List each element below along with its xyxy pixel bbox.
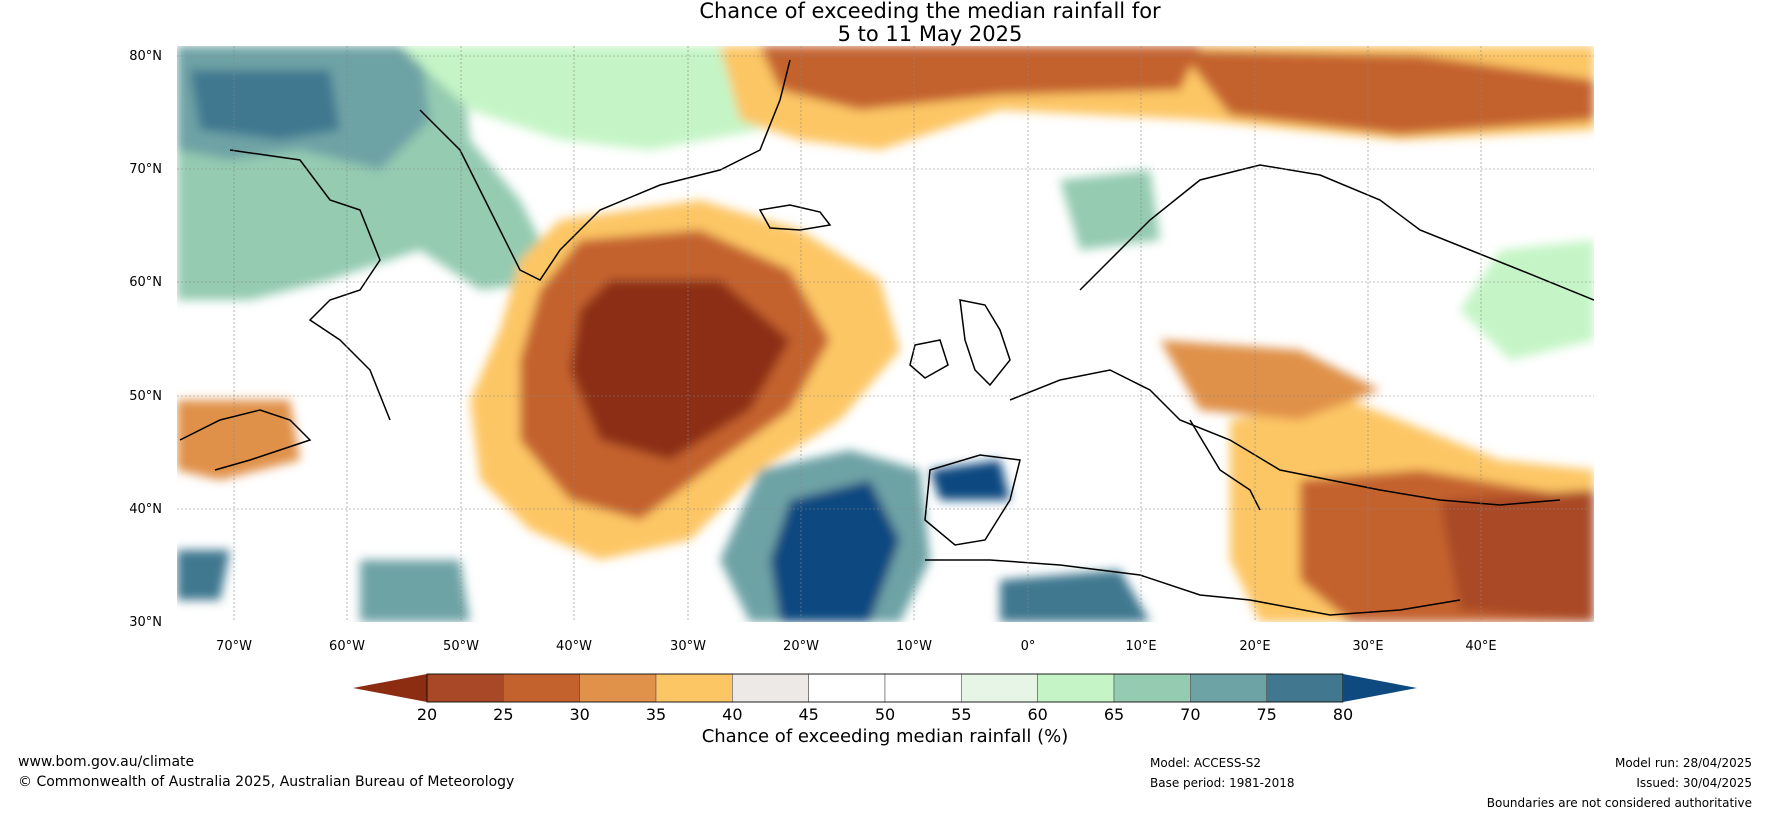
colorbar-tick-label: 80: [1333, 705, 1353, 724]
wet-region-iberia: [930, 460, 1010, 500]
very-dry-arctic: [760, 46, 1200, 110]
graticule: [177, 46, 1594, 622]
colorbar-swatch: [1266, 673, 1344, 703]
coastline-north-africa: [925, 559, 1461, 616]
lon-label-40w: 40°W: [556, 639, 592, 654]
lat-label-50: 50°N: [129, 389, 162, 404]
wet-region-north: [400, 46, 780, 150]
coastline-baffin: [229, 149, 391, 421]
coastline-iberia: [924, 454, 1021, 546]
base-period-text: Base period: 1981-2018: [1150, 776, 1295, 790]
colorbar-over-arrow: [1343, 674, 1417, 702]
colorbar: 20 25 30 35 40 45 50 55 60 65 70 75 80: [353, 673, 1417, 724]
lon-label-50w: 50°W: [443, 639, 479, 654]
lat-label-30: 30°N: [129, 615, 162, 630]
issued-text: Issued: 30/04/2025: [1636, 776, 1752, 790]
colorbar-swatch: [1113, 673, 1191, 703]
wet-region-russia: [1460, 240, 1594, 360]
colorbar-tick-label: 65: [1104, 705, 1124, 724]
dry-region-central-europe: [1160, 340, 1380, 420]
coastline-greenland: [419, 59, 791, 281]
lon-label-20w: 20°W: [783, 639, 819, 654]
colorbar-ticks: 20 25 30 35 40 45 50 55 60 65 70 75 80: [417, 705, 1353, 724]
driest-middle-east: [1440, 490, 1594, 622]
coastline-ireland: [909, 339, 949, 379]
colorbar-tick-label: 35: [646, 705, 666, 724]
lat-label-60: 60°N: [129, 275, 162, 290]
wet-region-scandinavia: [1060, 170, 1160, 250]
colorbar-swatches: [426, 673, 1344, 703]
colorbar-under-arrow: [353, 674, 427, 702]
colorbar-tick-label: 30: [569, 705, 589, 724]
lat-label-40: 40°N: [129, 502, 162, 517]
driest-atlantic: [570, 280, 790, 460]
latitude-labels: 80°N 70°N 60°N 50°N 40°N 30°N: [129, 49, 162, 630]
wet-region-sargasso: [360, 560, 470, 622]
colorbar-tick-label: 20: [417, 705, 437, 724]
colorbar-swatch: [884, 673, 962, 703]
lon-label-70w: 70°W: [216, 639, 252, 654]
longitude-labels: 70°W 60°W 50°W 40°W 30°W 20°W 10°W 0° 10…: [216, 639, 1497, 654]
probability-field: [177, 46, 1594, 622]
wettest-subtropical: [770, 480, 900, 622]
colorbar-tick-label: 25: [493, 705, 513, 724]
colorbar-swatch: [1037, 673, 1115, 703]
lon-label-10e: 10°E: [1125, 639, 1156, 654]
colorbar-swatch: [655, 673, 733, 703]
very-dry-svalbard: [1180, 50, 1594, 135]
wet-region-north-africa: [1000, 570, 1150, 622]
coastlines: [179, 59, 1594, 616]
lon-label-10w: 10°W: [896, 639, 932, 654]
title-line-2: 5 to 11 May 2025: [837, 22, 1023, 46]
colorbar-tick-label: 70: [1180, 705, 1200, 724]
lon-label-20e: 20°E: [1239, 639, 1270, 654]
coastline-britain: [959, 299, 1011, 387]
model-run-text: Model run: 28/04/2025: [1614, 756, 1752, 770]
website-link[interactable]: www.bom.gov.au/climate: [18, 754, 195, 770]
colorbar-swatch: [732, 673, 809, 703]
colorbar-swatch: [808, 673, 886, 703]
colorbar-tick-label: 40: [722, 705, 742, 724]
disclaimer-text: Boundaries are not considered authoritat…: [1486, 796, 1752, 810]
colorbar-swatch: [579, 673, 657, 703]
coastline-iceland: [758, 204, 832, 231]
coastline-newfoundland: [179, 409, 312, 471]
dry-region-newfoundland: [177, 400, 300, 480]
colorbar-swatch: [426, 673, 504, 703]
wet-region-atlantic-west: [177, 550, 230, 600]
colorbar-tick-label: 50: [875, 705, 895, 724]
colorbar-swatch: [503, 673, 580, 703]
lon-label-0: 0°: [1021, 639, 1036, 654]
map-panel: [177, 46, 1594, 622]
colorbar-tick-label: 45: [798, 705, 818, 724]
coastline-scandinavia: [1079, 164, 1594, 301]
colorbar-tick-label: 55: [951, 705, 971, 724]
colorbar-swatch: [961, 673, 1038, 703]
colorbar-title: Chance of exceeding median rainfall (%): [701, 726, 1069, 747]
lon-label-40e: 40°E: [1465, 639, 1496, 654]
colorbar-tick-label: 60: [1027, 705, 1047, 724]
lat-label-80: 80°N: [129, 49, 162, 64]
map-title: Chance of exceeding the median rainfall …: [0, 0, 1770, 46]
colorbar-tick-label: 75: [1256, 705, 1276, 724]
colorbar-swatch: [1190, 673, 1267, 703]
lon-label-30w: 30°W: [670, 639, 706, 654]
lon-label-30e: 30°E: [1352, 639, 1383, 654]
lat-label-70: 70°N: [129, 162, 162, 177]
title-line-1: Chance of exceeding the median rainfall …: [699, 0, 1161, 23]
model-text: Model: ACCESS-S2: [1150, 756, 1262, 770]
very-wet-baffin: [190, 70, 340, 140]
lon-label-60w: 60°W: [329, 639, 365, 654]
copyright-text: © Commonwealth of Australia 2025, Austra…: [18, 774, 515, 790]
